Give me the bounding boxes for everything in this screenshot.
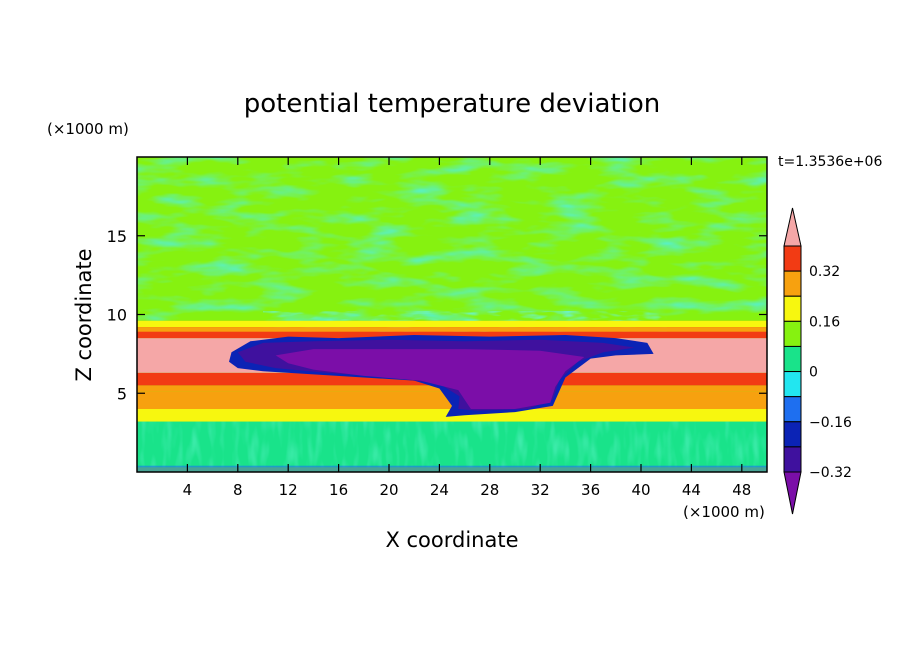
x-axis: 4 8 12 16 20 24 28 32 36 40 44 48: [183, 157, 751, 499]
x-unit-label: (×1000 m): [683, 503, 765, 521]
colorbar-box: [783, 320, 802, 347]
colorbar-label: 0: [809, 365, 818, 381]
colorbar-box: [783, 270, 802, 297]
x-tick-label: 28: [480, 481, 499, 499]
colorbar-label: −0.16: [809, 415, 852, 431]
colorbar-box: [783, 421, 802, 448]
fringe-yellow: [137, 320, 767, 328]
fringe-orange: [137, 327, 767, 332]
surface-strip: [137, 465, 767, 472]
x-tick-label: 36: [581, 481, 600, 499]
colorbar-label: −0.32: [809, 465, 852, 481]
fringe-red: [137, 331, 767, 337]
y-axis-label: Z coordinate: [72, 248, 96, 381]
x-tick-label: 48: [732, 481, 751, 499]
x-tick-label: 44: [682, 481, 701, 499]
x-tick-label: 32: [531, 481, 550, 499]
colorbar-extend-top: [783, 207, 802, 247]
colorbar-box: [783, 245, 802, 272]
x-axis-label: X coordinate: [385, 528, 518, 552]
x-tick-label: 20: [379, 481, 398, 499]
time-label: t=1.3536e+06: [778, 154, 882, 170]
x-tick-label: 12: [279, 481, 298, 499]
colorbar-box: [783, 295, 802, 322]
anomaly-core: [275, 349, 585, 409]
upper-texture: [137, 157, 767, 321]
colorbar-box: [783, 371, 802, 398]
y-axis: 5 10 15: [107, 227, 767, 403]
y-unit-label: (×1000 m): [47, 120, 129, 138]
x-tick-label: 24: [430, 481, 449, 499]
lower-texture: [137, 421, 767, 468]
x-tick-label: 40: [631, 481, 650, 499]
chart-title: potential temperature deviation: [244, 89, 660, 119]
x-tick-label: 8: [233, 481, 243, 499]
x-tick-label: 4: [183, 481, 193, 499]
colorbar-label: 0.16: [809, 314, 840, 330]
colorbar-label: 0.32: [809, 264, 840, 280]
y-tick-label: 10: [107, 306, 127, 325]
colorbar: 0.32 0.16 0 −0.16 −0.32: [783, 207, 852, 515]
y-tick-label: 5: [117, 384, 127, 403]
colorbar-extend-bottom: [783, 471, 802, 515]
y-tick-label: 15: [107, 227, 127, 246]
colorbar-box: [783, 345, 802, 373]
colorbar-box: [783, 446, 802, 473]
x-tick-label: 16: [329, 481, 348, 499]
plot-area: [137, 157, 767, 472]
colorbar-box: [783, 396, 802, 423]
